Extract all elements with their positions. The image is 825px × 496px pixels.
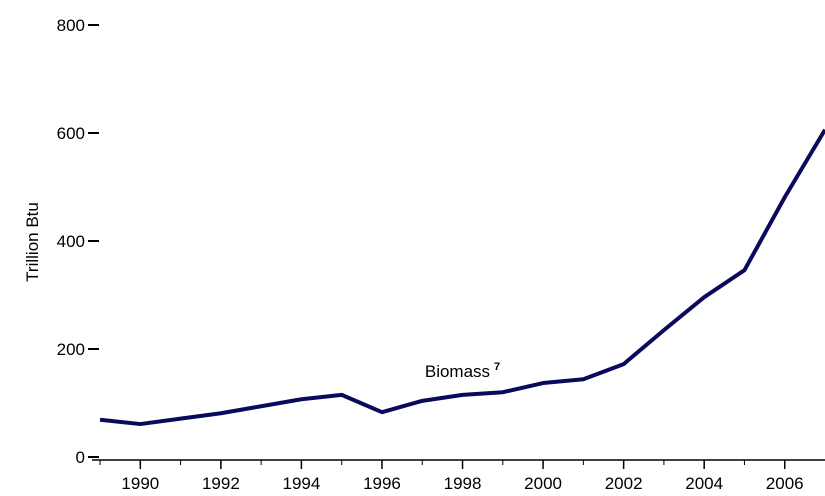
x-tick-label: 2000 bbox=[524, 474, 562, 493]
annotation-superscript: 7 bbox=[494, 361, 500, 373]
x-tick-label: 2002 bbox=[605, 474, 643, 493]
y-tick-label: 800 bbox=[57, 16, 85, 35]
x-tick-label: 1990 bbox=[121, 474, 159, 493]
y-axis-label: Trillion Btu bbox=[23, 202, 42, 282]
y-tick-label: 0 bbox=[76, 448, 85, 467]
line-series bbox=[99, 128, 825, 427]
x-tick-label: 1994 bbox=[283, 474, 321, 493]
x-tick-label: 1998 bbox=[444, 474, 482, 493]
x-tick-label: 1996 bbox=[363, 474, 401, 493]
annotation: Biomass 7 bbox=[425, 361, 500, 381]
annotation-text: Biomass bbox=[425, 362, 490, 381]
x-tick-label: 2006 bbox=[766, 474, 804, 493]
x-tick-label: 2004 bbox=[685, 474, 723, 493]
y-tick-label: 600 bbox=[57, 124, 85, 143]
x-tick-label: 1992 bbox=[202, 474, 240, 493]
y-tick-label: 200 bbox=[57, 340, 85, 359]
y-tick-label: 400 bbox=[57, 232, 85, 251]
